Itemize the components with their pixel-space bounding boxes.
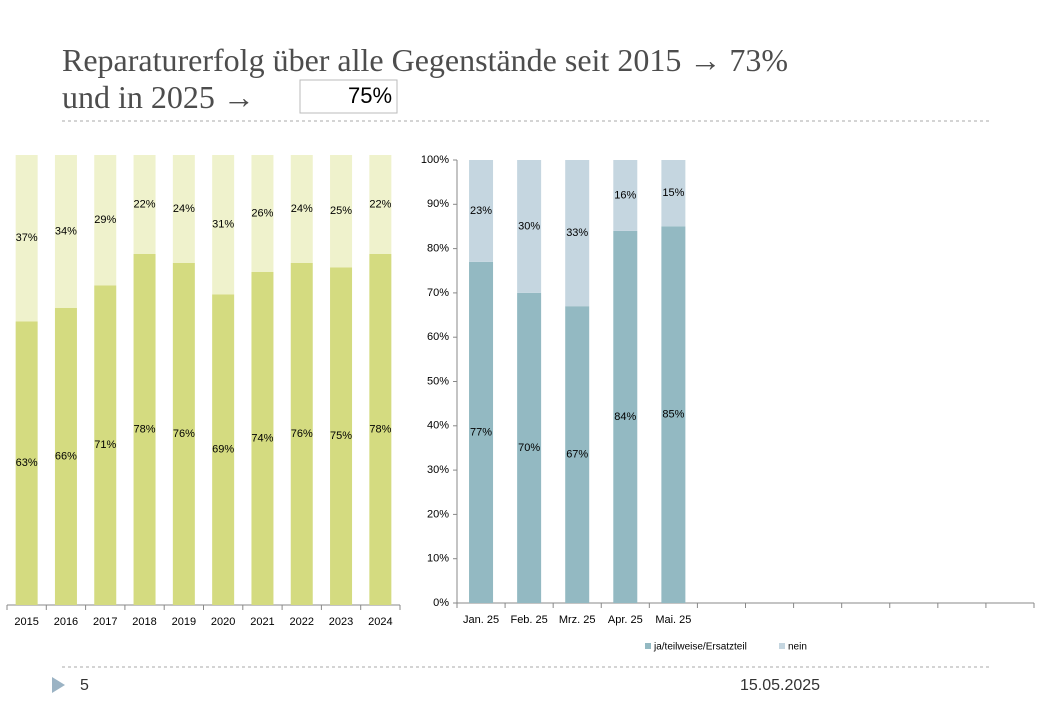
bar — [517, 292, 542, 603]
bar — [613, 160, 638, 231]
y-tick-label: 30% — [427, 464, 449, 476]
x-tick-label: 2020 — [211, 616, 235, 628]
x-tick-label: Mai. 25 — [655, 614, 691, 626]
footer-arrow — [52, 677, 65, 693]
y-tick-label: 40% — [427, 420, 449, 432]
x-tick-label: 2018 — [132, 616, 156, 628]
data-label: 31% — [212, 219, 234, 231]
data-label: 30% — [518, 220, 540, 232]
bar — [613, 230, 638, 603]
data-label: 16% — [614, 189, 636, 201]
bar — [54, 155, 77, 308]
bar — [517, 160, 542, 293]
bar — [54, 308, 77, 605]
data-label: 24% — [291, 203, 313, 215]
x-tick-label: Feb. 25 — [510, 614, 547, 626]
legend-label: ja/teilweise/Ersatzteil — [653, 642, 747, 653]
data-label: 77% — [470, 426, 492, 438]
data-label: 70% — [518, 442, 540, 454]
date: 15.05.2025 — [740, 677, 820, 694]
data-label: 75% — [330, 430, 352, 442]
data-label: 66% — [55, 450, 77, 462]
x-tick-label: 2024 — [368, 616, 392, 628]
x-tick-label: 2017 — [93, 616, 117, 628]
bar — [290, 155, 313, 263]
y-tick-label: 10% — [427, 553, 449, 565]
highlight-box — [299, 79, 398, 114]
data-label: 78% — [369, 423, 391, 435]
bar — [212, 155, 235, 295]
bar — [251, 155, 274, 272]
legend-swatch — [645, 643, 651, 649]
x-tick-label: Apr. 25 — [608, 614, 643, 626]
bar — [661, 226, 686, 603]
data-label: 69% — [212, 444, 234, 456]
data-label: 29% — [94, 214, 116, 226]
bar — [15, 155, 38, 322]
x-tick-label: 2023 — [329, 616, 353, 628]
legend-swatch — [779, 643, 785, 649]
bar — [330, 267, 353, 605]
bar — [469, 261, 494, 603]
bar — [469, 160, 494, 262]
data-label: 23% — [470, 205, 492, 217]
page-number: 5 — [80, 677, 89, 694]
x-tick-label: 2022 — [290, 616, 314, 628]
bar — [565, 160, 590, 307]
bar — [94, 285, 117, 605]
x-tick-label: 2015 — [14, 616, 38, 628]
data-label: 67% — [566, 449, 588, 461]
data-label: 26% — [251, 207, 273, 219]
data-label: 34% — [55, 225, 77, 237]
x-tick-label: 2019 — [172, 616, 196, 628]
bar — [172, 263, 195, 605]
data-label: 22% — [134, 198, 156, 210]
data-label: 25% — [330, 205, 352, 217]
bar — [133, 254, 156, 605]
bar — [565, 306, 590, 603]
y-tick-label: 20% — [427, 508, 449, 520]
data-label: 76% — [173, 428, 195, 440]
data-label: 22% — [369, 198, 391, 210]
data-label: 78% — [134, 423, 156, 435]
slide-title: Reparaturerfolg über alle Gegenstände se… — [62, 42, 788, 78]
data-label: 33% — [566, 227, 588, 239]
bar — [369, 155, 392, 254]
y-tick-label: 80% — [427, 243, 449, 255]
bar — [212, 294, 235, 605]
x-tick-label: Jan. 25 — [463, 614, 499, 626]
slide-title: und in 2025 → — [62, 79, 255, 115]
bar — [330, 155, 353, 268]
data-label: 74% — [251, 432, 273, 444]
x-tick-label: 2021 — [250, 616, 274, 628]
data-label: 85% — [662, 409, 684, 421]
x-tick-label: 2016 — [54, 616, 78, 628]
legend-label: nein — [788, 642, 807, 653]
y-tick-label: 90% — [427, 198, 449, 210]
bar — [251, 272, 274, 605]
y-tick-label: 50% — [427, 375, 449, 387]
bar — [94, 155, 117, 286]
data-label: 37% — [16, 232, 38, 244]
bar — [290, 263, 313, 605]
bar — [133, 155, 156, 254]
x-tick-label: Mrz. 25 — [559, 614, 596, 626]
y-tick-label: 70% — [427, 287, 449, 299]
data-label: 84% — [614, 411, 636, 423]
data-label: 63% — [16, 457, 38, 469]
bar — [15, 321, 38, 605]
highlight-value: 75% — [348, 83, 392, 108]
bar — [661, 160, 686, 227]
data-label: 76% — [291, 428, 313, 440]
bar — [369, 254, 392, 605]
y-tick-label: 0% — [433, 597, 449, 609]
y-tick-label: 100% — [421, 154, 449, 166]
bar — [172, 155, 195, 263]
data-label: 71% — [94, 439, 116, 451]
data-label: 24% — [173, 203, 195, 215]
y-tick-label: 60% — [427, 331, 449, 343]
data-label: 15% — [662, 187, 684, 199]
